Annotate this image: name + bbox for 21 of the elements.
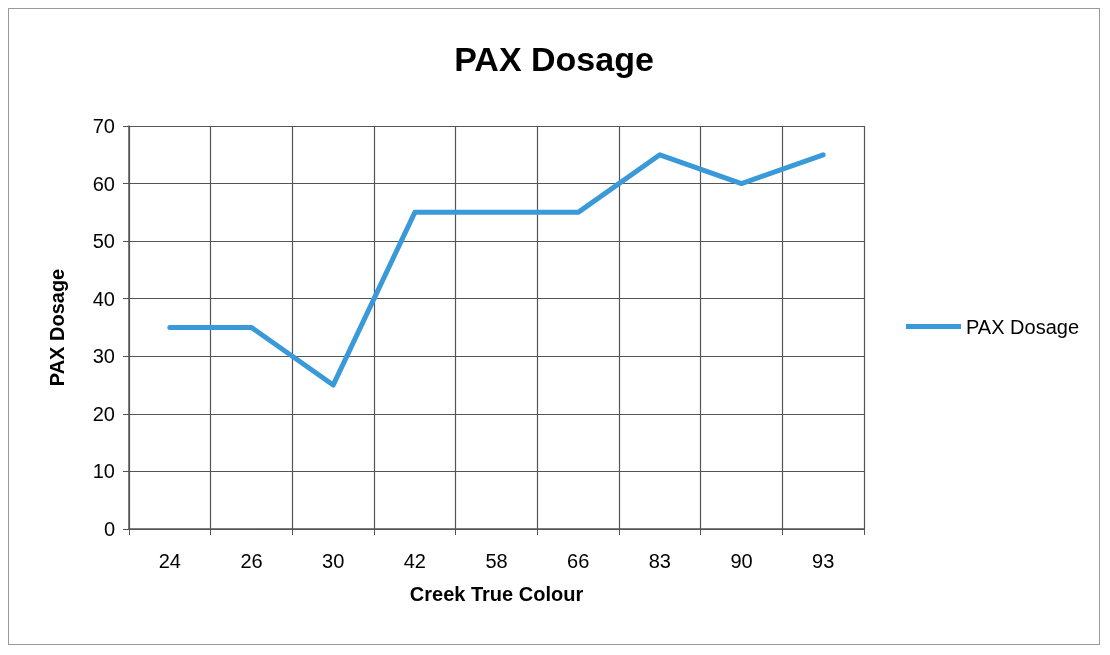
x-tick-label: 26 <box>240 550 263 572</box>
x-tick-label: 90 <box>730 550 753 572</box>
y-tick-label: 0 <box>103 518 115 540</box>
x-tick-label: 58 <box>485 550 508 572</box>
chart-title: PAX Dosage <box>454 40 654 78</box>
x-axis-title: Creek True Colour <box>409 583 584 605</box>
x-tick-label: 30 <box>322 550 345 572</box>
x-tick-label: 66 <box>567 550 590 572</box>
x-tick-label: 93 <box>812 550 835 572</box>
y-tick-label: 40 <box>92 287 115 310</box>
y-tick-label: 10 <box>92 460 115 483</box>
y-tick-label: 60 <box>92 172 115 195</box>
y-tick-label: 50 <box>92 230 115 253</box>
y-tick-label: 70 <box>92 115 115 137</box>
y-tick-label: 20 <box>92 402 115 425</box>
x-tick-label: 42 <box>403 550 426 572</box>
legend-label: PAX Dosage <box>965 315 1079 338</box>
y-tick-label: 30 <box>92 345 115 368</box>
x-tick-label: 24 <box>158 550 181 572</box>
x-tick-label: 83 <box>648 550 671 572</box>
y-axis-title: PAX Dosage <box>46 268 68 387</box>
